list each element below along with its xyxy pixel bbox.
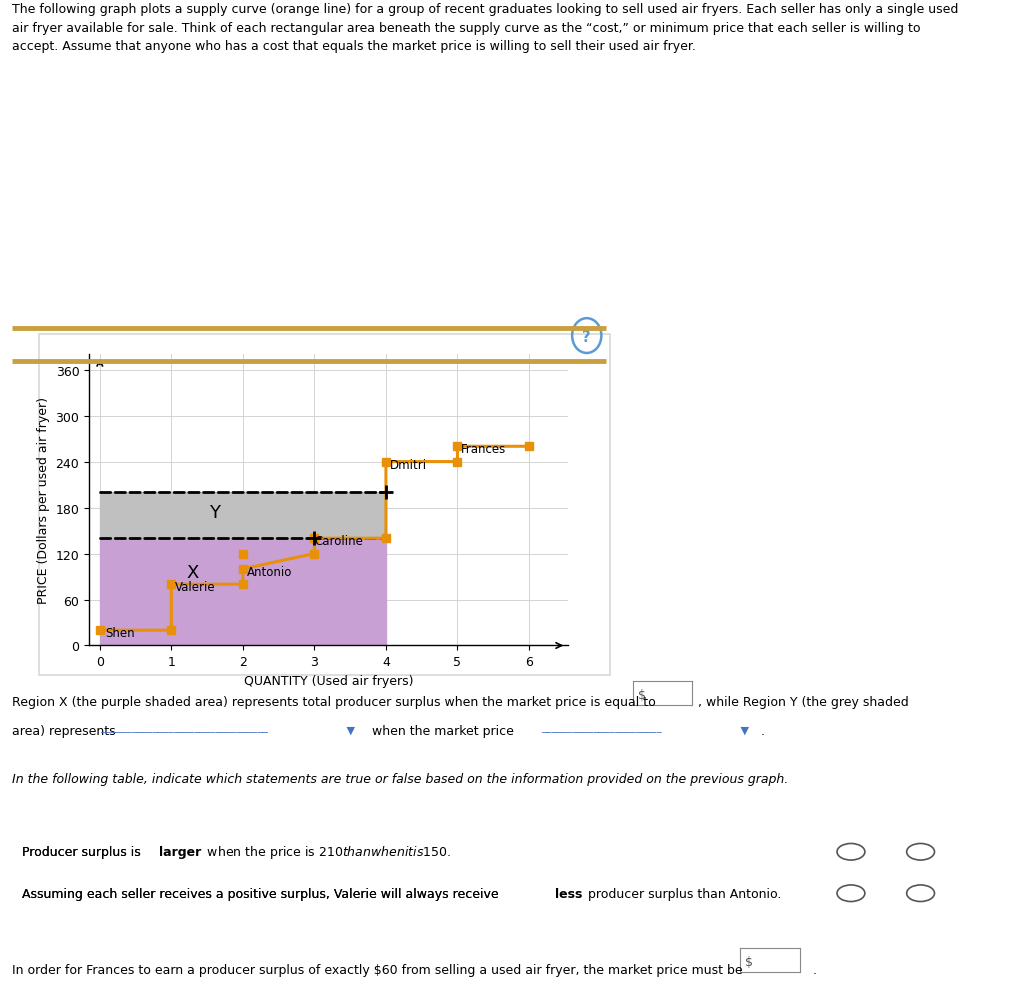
Text: less: less bbox=[555, 886, 583, 900]
Text: Dmitri: Dmitri bbox=[389, 458, 427, 471]
Text: ?: ? bbox=[583, 329, 591, 344]
Text: Shen: Shen bbox=[105, 627, 135, 640]
Text: In order for Frances to earn a producer surplus of exactly $60 from selling a us: In order for Frances to earn a producer … bbox=[12, 963, 751, 976]
Text: ________________________________: ________________________________ bbox=[100, 723, 268, 733]
Text: ▼: ▼ bbox=[343, 725, 355, 735]
Text: larger: larger bbox=[159, 845, 201, 859]
Text: .: . bbox=[805, 963, 817, 976]
Text: Region X (the purple shaded area) represents total producer surplus when the mar: Region X (the purple shaded area) repres… bbox=[12, 695, 660, 708]
Text: .: . bbox=[753, 725, 765, 738]
Text: False: False bbox=[896, 810, 935, 823]
Text: Assuming each seller receives a positive surplus, Valerie will always receive: Assuming each seller receives a positive… bbox=[22, 886, 503, 900]
Text: area) represents: area) represents bbox=[12, 725, 124, 738]
Text: $: $ bbox=[745, 955, 753, 968]
Text: _______________________: _______________________ bbox=[541, 723, 662, 733]
Text: In the following table, indicate which statements are true or false based on the: In the following table, indicate which s… bbox=[12, 772, 788, 785]
Text: Producer surplus is: Producer surplus is bbox=[22, 845, 144, 859]
Y-axis label: PRICE (Dollars per used air fryer): PRICE (Dollars per used air fryer) bbox=[37, 397, 50, 603]
Text: Producer surplus is: Producer surplus is bbox=[22, 845, 144, 859]
Text: accept. Assume that anyone who has a cost that equals the market price is willin: accept. Assume that anyone who has a cos… bbox=[12, 40, 696, 53]
Text: Y: Y bbox=[209, 503, 220, 522]
Text: Statement: Statement bbox=[22, 810, 100, 823]
Text: Frances: Frances bbox=[461, 443, 506, 456]
Text: True: True bbox=[834, 810, 866, 823]
Text: $: $ bbox=[638, 688, 645, 701]
Text: X: X bbox=[186, 563, 199, 581]
X-axis label: QUANTITY (Used air fryers): QUANTITY (Used air fryers) bbox=[244, 674, 414, 687]
Text: , while Region Y (the grey shaded: , while Region Y (the grey shaded bbox=[698, 695, 909, 708]
Text: Producer surplus is larger: Producer surplus is larger bbox=[22, 845, 204, 859]
Text: Valerie: Valerie bbox=[175, 580, 215, 593]
Text: Antonio: Antonio bbox=[247, 566, 292, 579]
Text: Assuming each seller receives a positive surplus, Valerie will always receive: Assuming each seller receives a positive… bbox=[22, 886, 503, 900]
Text: air fryer available for sale. Think of each rectangular area beneath the supply : air fryer available for sale. Think of e… bbox=[12, 22, 921, 35]
Text: when the price is $210 than when it is $150.: when the price is $210 than when it is $… bbox=[203, 843, 451, 861]
Text: ▼: ▼ bbox=[737, 725, 750, 735]
Text: when the market price: when the market price bbox=[364, 725, 521, 738]
Text: The following graph plots a supply curve (orange line) for a group of recent gra: The following graph plots a supply curve… bbox=[12, 3, 958, 16]
Text: Assuming each seller receives a positive surplus, Valerie will always receive le: Assuming each seller receives a positive… bbox=[22, 886, 589, 900]
Text: Caroline: Caroline bbox=[314, 534, 364, 548]
Text: producer surplus than Antonio.: producer surplus than Antonio. bbox=[585, 886, 782, 900]
